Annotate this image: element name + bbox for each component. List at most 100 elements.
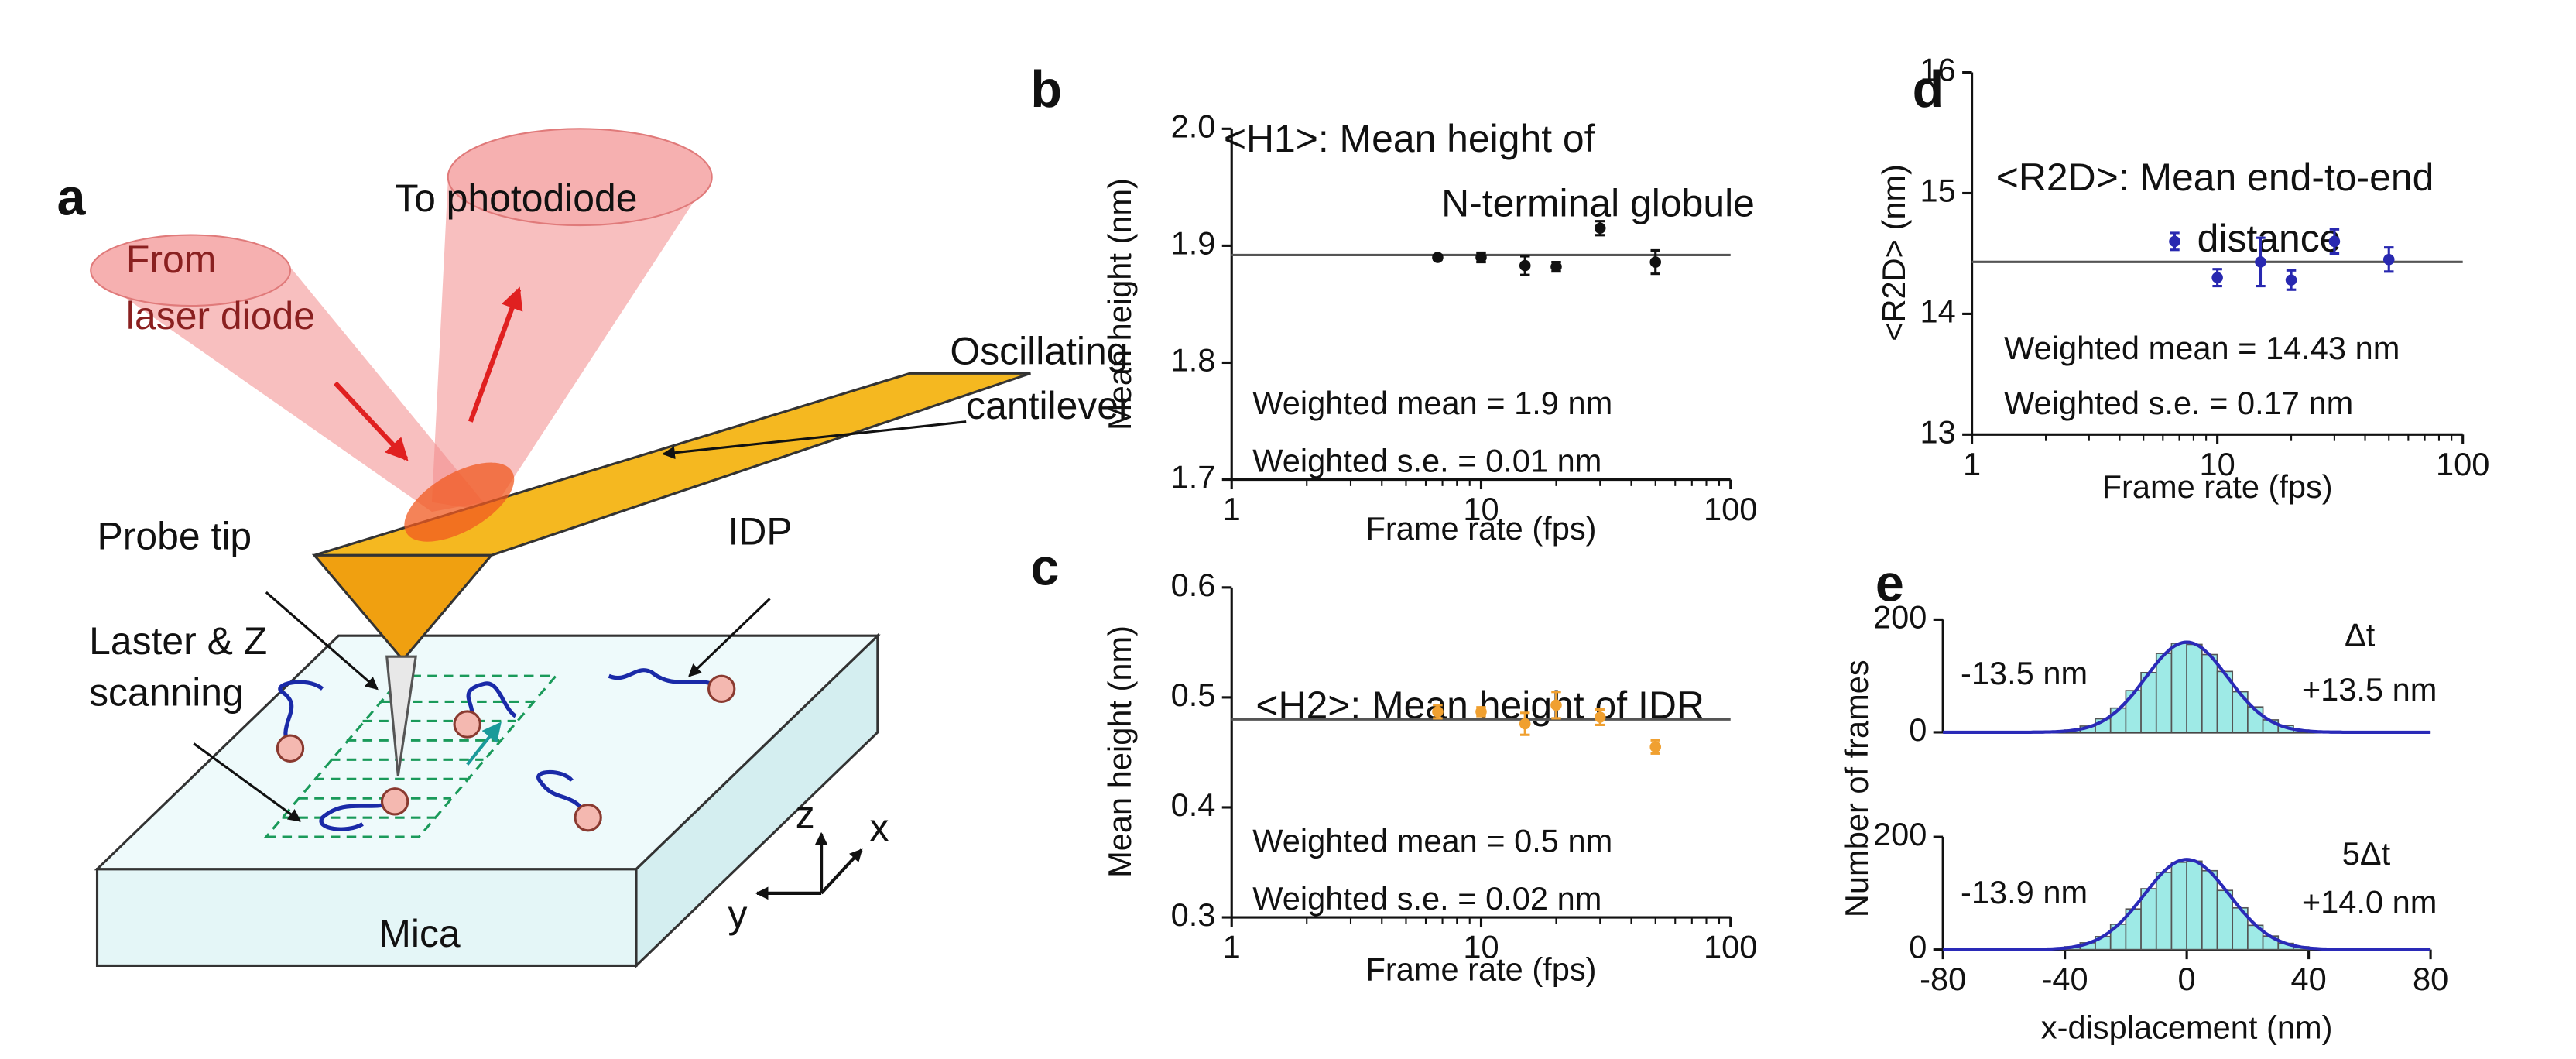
idp-globules <box>276 674 736 832</box>
data-point <box>1519 718 1531 730</box>
data-point <box>1550 699 1562 711</box>
x-tick-label: 10 <box>1463 929 1499 965</box>
x-tick-label: 10 <box>1463 491 1499 527</box>
diagram: a From laser diode To photodiode Oscilla… <box>57 128 1132 969</box>
x-axis-label: Frame rate (fps) <box>1365 951 1596 988</box>
annotation: Weighted mean = 14.43 nm <box>2004 330 2400 366</box>
axis-letter: y <box>728 893 747 936</box>
data-point <box>2382 253 2395 266</box>
mica-front <box>95 868 638 967</box>
annotation: +13.5 nm <box>2302 671 2437 708</box>
annotation: +14.0 nm <box>2302 883 2437 920</box>
data-point <box>1649 741 1662 753</box>
tip-base <box>311 553 495 662</box>
idp-chains <box>278 668 723 831</box>
y-axis-label: <R2D> (nm) <box>1875 164 1912 341</box>
x-tick-label: 40 <box>2290 961 2326 997</box>
label: laser diode <box>126 294 315 338</box>
histogram-bar <box>2170 643 2187 733</box>
histogram-bar <box>2125 690 2142 733</box>
arrow-out <box>468 286 523 423</box>
annotation: Weighted s.e. = 0.17 nm <box>2004 385 2353 421</box>
annotation: Δt <box>2345 616 2376 653</box>
fit-curve <box>1943 640 2431 735</box>
chart-title: <H1>: Mean height of <box>1224 117 1595 160</box>
y-axis-label: Mean height (nm) <box>1101 178 1138 430</box>
y-axis-label: Mean height (nm) <box>1101 625 1138 878</box>
y-tick-label: 1.7 <box>1171 459 1216 495</box>
data-point <box>1432 252 1444 263</box>
data-point <box>2285 274 2297 286</box>
label: From <box>126 238 216 281</box>
y-tick-label: 200 <box>1873 816 1927 852</box>
panel-label: e <box>1875 555 1904 612</box>
axis-letter: z <box>796 793 815 836</box>
label: scanning <box>89 670 244 714</box>
x-tick-label: 1 <box>1963 446 1981 482</box>
label: IDP <box>728 509 792 553</box>
data-point <box>1432 706 1444 718</box>
probe-needle <box>385 655 417 776</box>
y-tick-label: 1.8 <box>1171 341 1216 378</box>
panel-label: b <box>1030 61 1062 118</box>
label: To photodiode <box>395 176 637 220</box>
x-tick-label: 100 <box>1704 491 1757 527</box>
panel-label: d <box>1913 61 1944 118</box>
y-tick-label: 14 <box>1920 293 1956 329</box>
x-axis-label: x-displacement (nm) <box>2041 1009 2333 1046</box>
annotation: Weighted s.e. = 0.01 nm <box>1252 443 1601 479</box>
data-point <box>1649 256 1662 268</box>
axes-icon <box>755 831 863 900</box>
histogram-bar <box>2155 872 2173 951</box>
y-tick-label: 0.5 <box>1171 677 1216 713</box>
panel-label: a <box>57 169 87 226</box>
annotation: -13.9 nm <box>1961 874 2088 910</box>
panel-label: c <box>1030 540 1059 597</box>
x-axis-label: Frame rate (fps) <box>1365 510 1596 547</box>
x-tick-label: 0 <box>2178 961 2196 997</box>
chart-title: distance <box>2197 217 2341 260</box>
annotation: Weighted mean = 0.5 nm <box>1252 822 1612 859</box>
y-tick-label: 0 <box>1909 711 1927 748</box>
fit-curve <box>1943 858 2431 951</box>
histogram-bar <box>2186 860 2203 951</box>
x-tick-label: 1 <box>1223 491 1241 527</box>
histogram-bar <box>2201 869 2218 951</box>
y-tick-label: 1.9 <box>1171 224 1216 261</box>
x-tick-label: 100 <box>2436 446 2489 482</box>
laser-out-target <box>447 128 713 227</box>
chart-title: <R2D>: Mean end-to-end <box>1996 156 2434 199</box>
label: Mica <box>379 912 461 955</box>
x-tick-label: 1 <box>1223 929 1241 965</box>
pointer <box>662 420 967 460</box>
data-point <box>2169 235 2180 248</box>
x-tick-label: 100 <box>1704 929 1757 965</box>
data-point <box>2328 235 2341 248</box>
label: Oscillating <box>950 330 1128 373</box>
chart-title: N-terminal globule <box>1441 181 1755 224</box>
pointer <box>193 742 302 822</box>
y-tick-label: 0.6 <box>1171 567 1216 603</box>
annotation: -13.5 nm <box>1961 655 2088 691</box>
laser-spot <box>404 462 515 542</box>
data-point <box>1594 711 1606 723</box>
x-axis-label: Frame rate (fps) <box>2102 468 2333 505</box>
histogram-bar <box>2155 653 2173 733</box>
axis-letter: x <box>869 806 889 849</box>
x-tick-label: 80 <box>2413 961 2448 997</box>
label: Laster & Z <box>89 619 267 663</box>
y-tick-label: 200 <box>1873 598 1927 635</box>
label: cantilever <box>966 384 1131 427</box>
histogram-bar <box>2201 653 2218 733</box>
y-axis-label: Number of frames <box>1838 660 1875 917</box>
data-point <box>1519 259 1531 272</box>
data-point <box>1550 261 1562 272</box>
data-point <box>1475 706 1487 718</box>
pointer <box>688 598 771 677</box>
x-tick-label: 10 <box>2200 446 2235 482</box>
y-tick-label: 0.3 <box>1171 896 1216 933</box>
data-point <box>2211 272 2223 283</box>
arrow-in <box>333 381 409 461</box>
label: Probe tip <box>98 515 252 558</box>
